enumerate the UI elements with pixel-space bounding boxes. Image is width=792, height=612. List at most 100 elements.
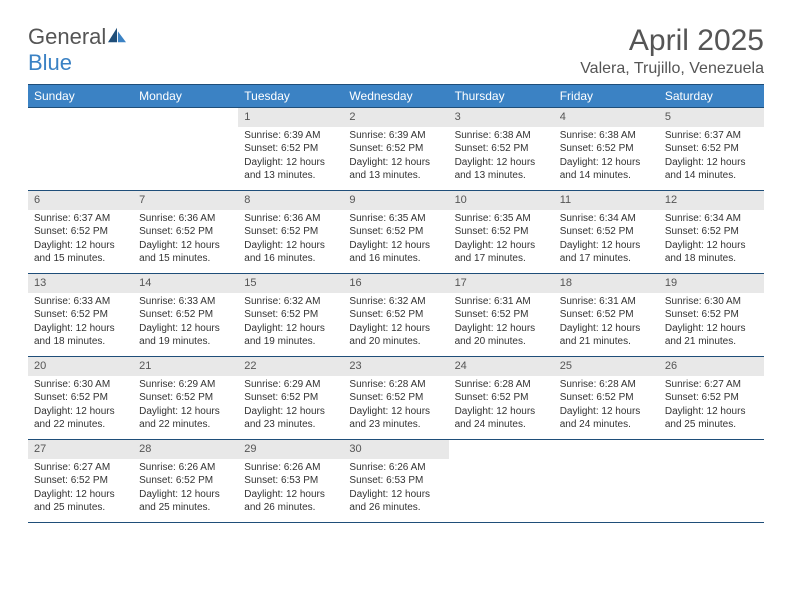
- sunrise-line: Sunrise: 6:38 AM: [560, 129, 653, 143]
- sunset-line: Sunset: 6:52 PM: [34, 391, 127, 405]
- daylight-line: Daylight: 12 hours and 13 minutes.: [455, 156, 548, 183]
- sunrise-line: Sunrise: 6:31 AM: [455, 295, 548, 309]
- weekday-header: Thursday: [449, 85, 554, 107]
- sunset-line: Sunset: 6:52 PM: [665, 308, 758, 322]
- daylight-line: Daylight: 12 hours and 18 minutes.: [34, 322, 127, 349]
- day-body: Sunrise: 6:28 AMSunset: 6:52 PMDaylight:…: [449, 376, 554, 438]
- day-body: Sunrise: 6:29 AMSunset: 6:52 PMDaylight:…: [238, 376, 343, 438]
- day-body: Sunrise: 6:36 AMSunset: 6:52 PMDaylight:…: [133, 210, 238, 272]
- day-cell: 17Sunrise: 6:31 AMSunset: 6:52 PMDayligh…: [449, 274, 554, 356]
- sunrise-line: Sunrise: 6:37 AM: [665, 129, 758, 143]
- day-number: 29: [238, 440, 343, 459]
- sunrise-line: Sunrise: 6:39 AM: [349, 129, 442, 143]
- day-number: 25: [554, 357, 659, 376]
- day-cell: 27Sunrise: 6:27 AMSunset: 6:52 PMDayligh…: [28, 440, 133, 522]
- day-body: Sunrise: 6:28 AMSunset: 6:52 PMDaylight:…: [554, 376, 659, 438]
- day-cell: [28, 108, 133, 190]
- day-number: 21: [133, 357, 238, 376]
- sunset-line: Sunset: 6:53 PM: [349, 474, 442, 488]
- day-cell: 28Sunrise: 6:26 AMSunset: 6:52 PMDayligh…: [133, 440, 238, 522]
- daylight-line: Daylight: 12 hours and 15 minutes.: [139, 239, 232, 266]
- daylight-line: Daylight: 12 hours and 17 minutes.: [455, 239, 548, 266]
- day-number: 19: [659, 274, 764, 293]
- day-cell: 20Sunrise: 6:30 AMSunset: 6:52 PMDayligh…: [28, 357, 133, 439]
- weeks-container: 1Sunrise: 6:39 AMSunset: 6:52 PMDaylight…: [28, 108, 764, 523]
- day-number: 1: [238, 108, 343, 127]
- day-cell: 23Sunrise: 6:28 AMSunset: 6:52 PMDayligh…: [343, 357, 448, 439]
- weekday-header: Sunday: [28, 85, 133, 107]
- daylight-line: Daylight: 12 hours and 18 minutes.: [665, 239, 758, 266]
- sunset-line: Sunset: 6:52 PM: [349, 225, 442, 239]
- daylight-line: Daylight: 12 hours and 24 minutes.: [455, 405, 548, 432]
- weekday-header: Tuesday: [238, 85, 343, 107]
- header: General Blue April 2025 Valera, Trujillo…: [28, 24, 764, 78]
- daylight-line: Daylight: 12 hours and 15 minutes.: [34, 239, 127, 266]
- day-body: Sunrise: 6:39 AMSunset: 6:52 PMDaylight:…: [238, 127, 343, 189]
- sunset-line: Sunset: 6:52 PM: [349, 391, 442, 405]
- sunset-line: Sunset: 6:52 PM: [665, 225, 758, 239]
- day-cell: [554, 440, 659, 522]
- day-body: Sunrise: 6:34 AMSunset: 6:52 PMDaylight:…: [554, 210, 659, 272]
- daylight-line: Daylight: 12 hours and 19 minutes.: [139, 322, 232, 349]
- sunset-line: Sunset: 6:52 PM: [455, 308, 548, 322]
- calendar: SundayMondayTuesdayWednesdayThursdayFrid…: [28, 84, 764, 523]
- week-row: 13Sunrise: 6:33 AMSunset: 6:52 PMDayligh…: [28, 274, 764, 357]
- sunset-line: Sunset: 6:52 PM: [560, 142, 653, 156]
- day-body: Sunrise: 6:39 AMSunset: 6:52 PMDaylight:…: [343, 127, 448, 189]
- day-number: 2: [343, 108, 448, 127]
- sunrise-line: Sunrise: 6:38 AM: [455, 129, 548, 143]
- day-body: Sunrise: 6:34 AMSunset: 6:52 PMDaylight:…: [659, 210, 764, 272]
- day-number: 17: [449, 274, 554, 293]
- day-number: 14: [133, 274, 238, 293]
- calendar-page: General Blue April 2025 Valera, Trujillo…: [0, 0, 792, 547]
- sunrise-line: Sunrise: 6:26 AM: [139, 461, 232, 475]
- day-number: 15: [238, 274, 343, 293]
- sunset-line: Sunset: 6:52 PM: [139, 391, 232, 405]
- logo-text: General Blue: [28, 24, 128, 76]
- sunrise-line: Sunrise: 6:33 AM: [139, 295, 232, 309]
- day-cell: 1Sunrise: 6:39 AMSunset: 6:52 PMDaylight…: [238, 108, 343, 190]
- sunset-line: Sunset: 6:52 PM: [349, 142, 442, 156]
- sunrise-line: Sunrise: 6:39 AM: [244, 129, 337, 143]
- day-body: Sunrise: 6:38 AMSunset: 6:52 PMDaylight:…: [554, 127, 659, 189]
- day-body: Sunrise: 6:31 AMSunset: 6:52 PMDaylight:…: [554, 293, 659, 355]
- daylight-line: Daylight: 12 hours and 22 minutes.: [139, 405, 232, 432]
- day-number: 16: [343, 274, 448, 293]
- day-cell: 26Sunrise: 6:27 AMSunset: 6:52 PMDayligh…: [659, 357, 764, 439]
- logo: General Blue: [28, 24, 128, 76]
- day-number: 26: [659, 357, 764, 376]
- sunrise-line: Sunrise: 6:34 AM: [665, 212, 758, 226]
- sunset-line: Sunset: 6:52 PM: [244, 391, 337, 405]
- week-row: 1Sunrise: 6:39 AMSunset: 6:52 PMDaylight…: [28, 108, 764, 191]
- sunrise-line: Sunrise: 6:27 AM: [665, 378, 758, 392]
- sunset-line: Sunset: 6:52 PM: [455, 225, 548, 239]
- week-row: 20Sunrise: 6:30 AMSunset: 6:52 PMDayligh…: [28, 357, 764, 440]
- day-body: Sunrise: 6:26 AMSunset: 6:53 PMDaylight:…: [238, 459, 343, 521]
- day-cell: [449, 440, 554, 522]
- day-number: 28: [133, 440, 238, 459]
- sunrise-line: Sunrise: 6:27 AM: [34, 461, 127, 475]
- sunset-line: Sunset: 6:52 PM: [139, 308, 232, 322]
- day-cell: 19Sunrise: 6:30 AMSunset: 6:52 PMDayligh…: [659, 274, 764, 356]
- sunrise-line: Sunrise: 6:35 AM: [455, 212, 548, 226]
- day-body: Sunrise: 6:38 AMSunset: 6:52 PMDaylight:…: [449, 127, 554, 189]
- day-cell: 10Sunrise: 6:35 AMSunset: 6:52 PMDayligh…: [449, 191, 554, 273]
- sunrise-line: Sunrise: 6:36 AM: [139, 212, 232, 226]
- sunrise-line: Sunrise: 6:35 AM: [349, 212, 442, 226]
- daylight-line: Daylight: 12 hours and 17 minutes.: [560, 239, 653, 266]
- day-cell: 7Sunrise: 6:36 AMSunset: 6:52 PMDaylight…: [133, 191, 238, 273]
- daylight-line: Daylight: 12 hours and 13 minutes.: [244, 156, 337, 183]
- day-cell: [659, 440, 764, 522]
- day-number: 22: [238, 357, 343, 376]
- daylight-line: Daylight: 12 hours and 25 minutes.: [34, 488, 127, 515]
- daylight-line: Daylight: 12 hours and 13 minutes.: [349, 156, 442, 183]
- daylight-line: Daylight: 12 hours and 22 minutes.: [34, 405, 127, 432]
- weekday-header: Friday: [554, 85, 659, 107]
- day-cell: 4Sunrise: 6:38 AMSunset: 6:52 PMDaylight…: [554, 108, 659, 190]
- day-cell: 3Sunrise: 6:38 AMSunset: 6:52 PMDaylight…: [449, 108, 554, 190]
- day-cell: 24Sunrise: 6:28 AMSunset: 6:52 PMDayligh…: [449, 357, 554, 439]
- day-body: Sunrise: 6:31 AMSunset: 6:52 PMDaylight:…: [449, 293, 554, 355]
- day-number: 4: [554, 108, 659, 127]
- sunrise-line: Sunrise: 6:32 AM: [349, 295, 442, 309]
- sunset-line: Sunset: 6:52 PM: [665, 142, 758, 156]
